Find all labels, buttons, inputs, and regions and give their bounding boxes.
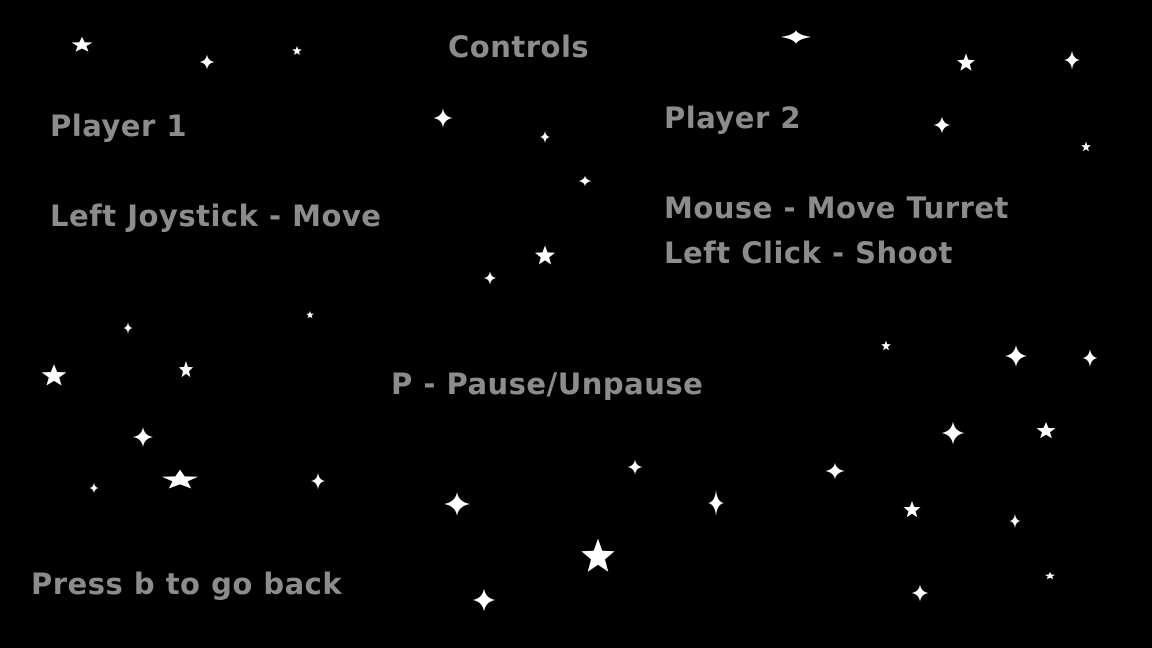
star-icon — [1064, 50, 1080, 69]
star-icon — [934, 117, 951, 134]
star-icon — [311, 473, 325, 490]
star-icon — [708, 490, 724, 516]
star-icon — [903, 501, 920, 517]
star-icon — [535, 246, 555, 265]
star-icon — [473, 589, 496, 612]
star-icon — [540, 131, 550, 143]
star-icon — [581, 539, 614, 572]
player1-heading: Player 1 — [50, 112, 187, 141]
star-icon — [200, 55, 215, 70]
pause-hint: P - Pause/Unpause — [391, 370, 703, 399]
star-icon — [133, 427, 153, 447]
star-icon — [306, 311, 314, 318]
star-icon — [881, 341, 891, 351]
player2-heading: Player 2 — [664, 104, 801, 133]
star-icon — [434, 109, 453, 128]
star-icon — [1083, 349, 1098, 367]
player1-move-control: Left Joystick - Move — [50, 202, 381, 231]
star-icon — [90, 483, 99, 494]
star-icon — [42, 364, 67, 385]
star-icon — [72, 37, 93, 52]
star-icon — [1081, 142, 1091, 152]
star-icon — [292, 46, 302, 55]
star-icon — [1045, 572, 1055, 579]
star-icon — [124, 322, 133, 334]
star-icon — [825, 463, 845, 479]
star-icon — [942, 422, 965, 445]
screen-title: Controls — [448, 33, 589, 62]
star-icon — [162, 470, 198, 489]
star-icon — [912, 585, 929, 602]
star-icon — [579, 176, 592, 186]
back-hint: Press b to go back — [31, 570, 342, 599]
star-icon — [781, 30, 811, 44]
star-icon — [484, 271, 496, 284]
star-icon — [1037, 422, 1056, 438]
player2-shoot-control: Left Click - Shoot — [664, 239, 953, 268]
star-icon — [444, 492, 470, 515]
star-icon — [957, 54, 975, 71]
star-icon — [1010, 514, 1021, 528]
star-icon — [628, 460, 643, 475]
player2-turret-control: Mouse - Move Turret — [664, 194, 1009, 223]
star-icon — [179, 361, 193, 377]
star-icon — [1005, 345, 1027, 367]
